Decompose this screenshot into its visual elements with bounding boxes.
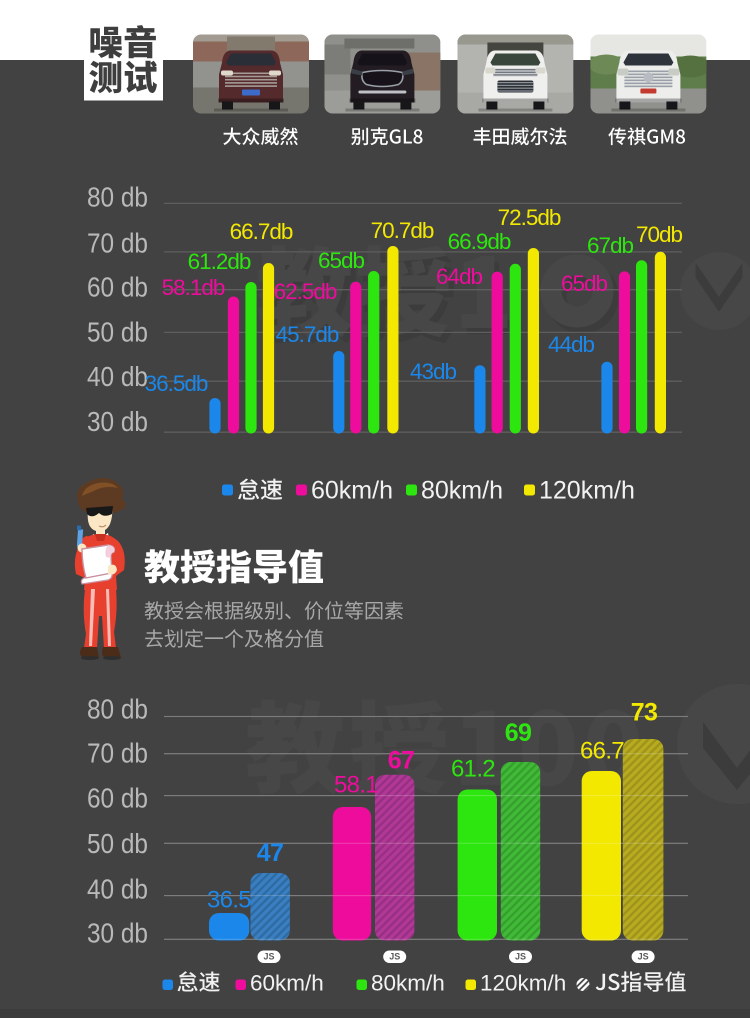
svg-text:50 db: 50 db [87,316,148,347]
svg-text:67: 67 [388,747,414,775]
svg-text:JS: JS [515,952,526,962]
svg-text:60 db: 60 db [87,272,148,303]
svg-text:62.5db: 62.5db [274,279,337,304]
svg-text:60km/h: 60km/h [311,477,393,505]
svg-text:JS: JS [638,952,649,962]
svg-text:30 db: 30 db [87,918,148,949]
svg-text:72.5db: 72.5db [498,205,561,230]
svg-text:80km/h: 80km/h [421,477,503,505]
svg-text:44db: 44db [548,332,595,357]
svg-text:66.7: 66.7 [580,738,624,765]
svg-text:64db: 64db [436,264,483,289]
svg-text:60km/h: 60km/h [250,971,324,996]
svg-text:66.7db: 66.7db [230,219,293,244]
svg-text:JS: JS [263,952,274,962]
svg-text:43db: 43db [410,359,457,384]
svg-text:67db: 67db [587,233,634,258]
svg-text:40 db: 40 db [87,361,148,392]
svg-text:73: 73 [631,699,657,727]
svg-text:65db: 65db [318,248,365,273]
svg-text:70.7db: 70.7db [371,218,434,243]
svg-text:66.9db: 66.9db [448,229,511,254]
svg-text:58.1: 58.1 [334,772,378,799]
svg-text:60 db: 60 db [87,783,148,814]
svg-text:61.2: 61.2 [451,756,495,783]
svg-text:45.7db: 45.7db [276,322,339,347]
svg-text:61.2db: 61.2db [188,249,251,274]
svg-text:50 db: 50 db [87,828,148,859]
svg-text:80 db: 80 db [87,182,148,213]
svg-text:120km/h: 120km/h [480,971,566,996]
svg-text:80 db: 80 db [87,694,148,725]
svg-text:47: 47 [257,839,283,867]
svg-text:58.1db: 58.1db [162,275,225,300]
svg-text:70db: 70db [636,222,683,247]
svg-text:65db: 65db [561,271,608,296]
svg-text:80km/h: 80km/h [371,971,445,996]
svg-text:69: 69 [505,719,531,747]
svg-text:120km/h: 120km/h [539,477,635,505]
svg-text:70 db: 70 db [87,227,148,258]
svg-text:30 db: 30 db [87,406,148,437]
svg-text:JS: JS [389,952,400,962]
svg-text:36.5: 36.5 [207,887,251,914]
svg-text:40 db: 40 db [87,874,148,905]
svg-text:70 db: 70 db [87,738,148,769]
svg-text:36.5db: 36.5db [145,371,208,396]
